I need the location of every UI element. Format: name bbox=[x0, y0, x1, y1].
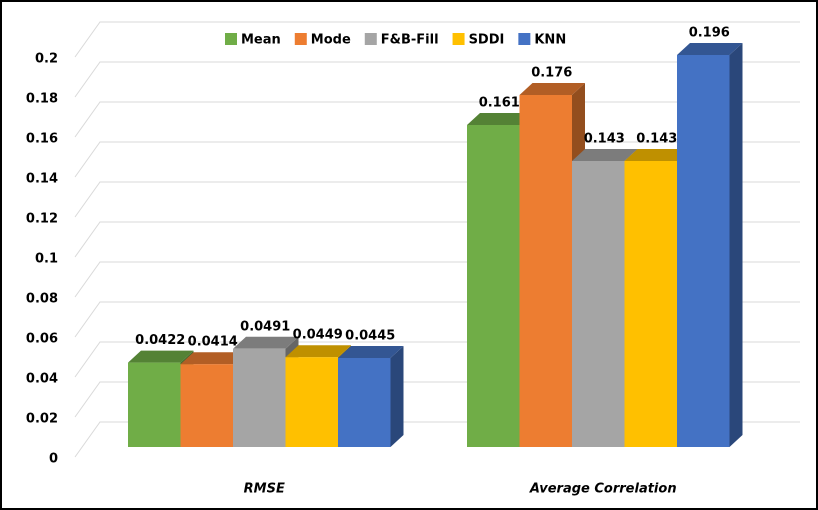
x-tick-label: Average Correlation bbox=[529, 482, 677, 497]
bar-top bbox=[624, 149, 690, 161]
legend-swatch bbox=[364, 33, 377, 45]
x-tick-label: RMSE bbox=[244, 482, 285, 497]
y-tick-label: 0.16 bbox=[26, 132, 58, 147]
bar-side bbox=[390, 346, 404, 447]
bar bbox=[128, 362, 181, 447]
legend-label: F&B-Fill bbox=[381, 33, 439, 48]
bar bbox=[519, 95, 572, 447]
legend-label: SDDI bbox=[469, 33, 505, 48]
bar-top bbox=[285, 345, 351, 358]
y-tick-label: 0.04 bbox=[26, 372, 58, 387]
bar bbox=[624, 161, 677, 447]
bar bbox=[338, 358, 391, 447]
bar bbox=[677, 55, 730, 447]
bar-top bbox=[233, 336, 299, 349]
bar-top bbox=[467, 113, 533, 125]
legend-swatch bbox=[294, 33, 307, 45]
data-label: 0.196 bbox=[689, 26, 730, 41]
bar bbox=[180, 364, 233, 447]
data-label: 0.161 bbox=[479, 96, 520, 111]
y-tick-label: 0.18 bbox=[26, 92, 58, 107]
legend-swatch bbox=[452, 33, 465, 45]
y-tick-label: 0.2 bbox=[35, 52, 58, 67]
data-label: 0.0414 bbox=[188, 335, 238, 350]
data-label: 0.143 bbox=[636, 132, 677, 147]
data-label: 0.0422 bbox=[135, 333, 185, 348]
data-label: 0.0449 bbox=[293, 328, 343, 343]
legend-label: Mean bbox=[241, 33, 281, 48]
y-tick-label: 0 bbox=[49, 452, 58, 467]
legend-swatch bbox=[518, 33, 531, 45]
grid-line bbox=[74, 21, 800, 58]
data-label: 0.0491 bbox=[240, 319, 290, 334]
y-tick-label: 0.14 bbox=[26, 172, 58, 187]
bar-top bbox=[128, 350, 194, 363]
bar-top bbox=[519, 83, 585, 95]
y-tick-label: 0.12 bbox=[26, 212, 58, 227]
bar bbox=[467, 125, 520, 447]
bar-top bbox=[180, 352, 246, 365]
bar bbox=[233, 348, 286, 447]
legend-swatch bbox=[225, 33, 237, 45]
legend-label: KNN bbox=[534, 33, 566, 48]
data-label: 0.0445 bbox=[345, 329, 395, 344]
y-tick-label: 0.02 bbox=[26, 412, 58, 427]
data-label: 0.176 bbox=[531, 66, 572, 81]
y-tick-label: 0.1 bbox=[35, 252, 58, 267]
bar-side bbox=[729, 43, 743, 447]
data-label: 0.143 bbox=[584, 132, 625, 147]
legend-label: Mode bbox=[311, 33, 351, 48]
bar bbox=[572, 161, 625, 447]
bar bbox=[285, 357, 338, 447]
bar-top bbox=[338, 346, 404, 358]
y-tick-label: 0.06 bbox=[26, 332, 58, 347]
y-tick-label: 0.08 bbox=[26, 292, 58, 307]
grid-line bbox=[74, 61, 800, 98]
bar-top bbox=[572, 149, 638, 161]
bar-top bbox=[677, 43, 743, 55]
